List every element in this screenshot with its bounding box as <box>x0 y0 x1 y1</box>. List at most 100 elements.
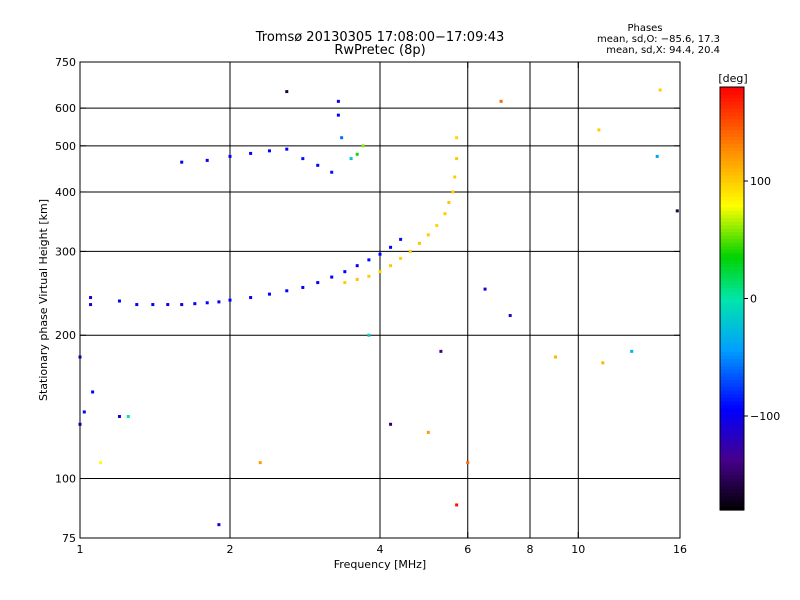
colorbar-band <box>720 273 744 278</box>
x-tick-label: 6 <box>464 543 471 556</box>
data-point <box>267 149 271 153</box>
colorbar-band <box>720 210 744 215</box>
colorbar-band <box>720 488 744 493</box>
colorbar-band <box>720 344 744 349</box>
data-point <box>597 128 601 132</box>
colorbar-band <box>720 175 744 180</box>
colorbar-band <box>720 404 744 409</box>
colorbar-band <box>720 238 744 243</box>
data-point <box>205 158 209 162</box>
colorbar-band <box>720 312 744 317</box>
colorbar-band <box>720 337 744 342</box>
colorbar-band <box>720 439 744 444</box>
colorbar-band <box>720 407 744 412</box>
data-point <box>553 355 557 359</box>
data-point <box>343 281 347 285</box>
data-point <box>117 299 121 303</box>
colorbar-band <box>720 418 744 423</box>
colorbar-band <box>720 372 744 377</box>
colorbar-band <box>720 245 744 250</box>
data-point <box>426 430 430 434</box>
data-point <box>378 270 382 274</box>
colorbar-band <box>720 291 744 296</box>
colorbar-band <box>720 302 744 307</box>
data-point <box>439 349 443 353</box>
data-point <box>316 163 320 167</box>
data-point <box>285 90 289 94</box>
colorbar-band <box>720 132 744 137</box>
data-point <box>126 414 130 418</box>
colorbar-band <box>720 263 744 268</box>
colorbar-band <box>720 161 744 166</box>
data-point <box>117 414 121 418</box>
data-point <box>180 303 184 307</box>
chart-title: Tromsø 20130305 17:08:00−17:09:43 <box>255 30 505 45</box>
colorbar-band <box>720 94 744 99</box>
colorbar-tick-label: −100 <box>750 410 780 423</box>
colorbar-band <box>720 443 744 448</box>
colorbar-band <box>720 231 744 236</box>
colorbar-band <box>720 266 744 271</box>
data-point <box>447 201 451 205</box>
data-point <box>316 281 320 285</box>
colorbar-band <box>720 502 744 508</box>
stats-label: Phases <box>627 23 662 34</box>
data-point <box>91 390 95 394</box>
y-tick-label: 600 <box>55 102 76 115</box>
colorbar-band <box>720 192 744 197</box>
data-point <box>166 303 170 307</box>
x-tick-label: 16 <box>673 543 687 556</box>
data-point <box>355 277 359 281</box>
colorbar-band <box>720 189 744 194</box>
colorbar-band <box>720 270 744 275</box>
colorbar-band <box>720 347 744 352</box>
colorbar-band <box>720 125 744 130</box>
colorbar-band <box>720 390 744 395</box>
y-tick-label: 750 <box>55 56 76 69</box>
colorbar-band <box>720 495 744 501</box>
data-point <box>417 241 421 245</box>
x-tick-label: 8 <box>527 543 534 556</box>
data-point <box>408 249 412 253</box>
colorbar-band <box>720 323 744 328</box>
colorbar-band <box>720 280 744 285</box>
colorbar-band <box>720 298 744 303</box>
colorbar-band <box>720 411 744 416</box>
data-point <box>455 136 459 140</box>
data-point <box>249 151 253 155</box>
colorbar-band <box>720 379 744 384</box>
colorbar-band <box>720 182 744 187</box>
colorbar-band <box>720 97 744 102</box>
colorbar-band <box>720 421 744 426</box>
data-point <box>180 160 184 164</box>
stats-line-x: mean, sd,X: 94.4, 20.4 <box>606 45 720 56</box>
colorbar-band <box>720 481 744 486</box>
colorbar-band <box>720 146 744 152</box>
data-point <box>435 224 439 228</box>
colorbar-band <box>720 122 744 127</box>
colorbar-band <box>720 305 744 310</box>
data-point <box>99 461 103 465</box>
x-tick-label: 2 <box>227 543 234 556</box>
data-point <box>455 157 459 161</box>
colorbar-band <box>720 499 744 504</box>
colorbar-band <box>720 464 744 469</box>
data-point <box>340 136 344 140</box>
data-point <box>349 157 353 161</box>
colorbar-band <box>720 397 744 402</box>
data-point <box>453 175 457 179</box>
data-point <box>367 333 371 337</box>
data-point <box>367 274 371 278</box>
colorbar-band <box>720 118 744 123</box>
data-point <box>355 152 359 156</box>
y-tick-label: 200 <box>55 329 76 342</box>
data-point <box>367 258 371 262</box>
colorbar-band <box>720 386 744 391</box>
colorbar-band <box>720 428 744 434</box>
colorbar-band <box>720 203 744 208</box>
colorbar-band <box>720 361 744 367</box>
x-tick-label: 10 <box>571 543 585 556</box>
data-point <box>89 296 93 300</box>
data-point <box>336 113 340 117</box>
